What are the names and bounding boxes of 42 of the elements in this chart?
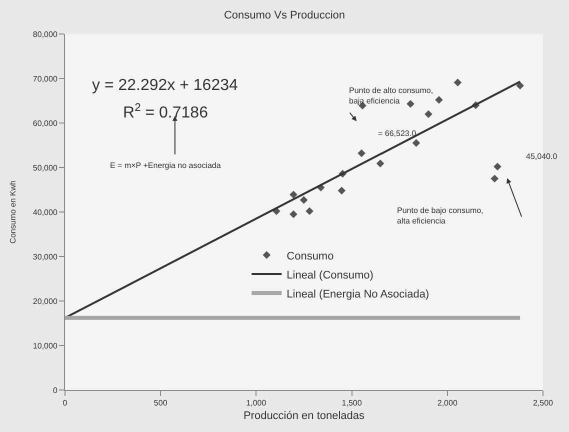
y-tick-label: 0	[52, 386, 58, 395]
y-tick-label: 60,000	[32, 118, 58, 128]
y-tick-label: 40,000	[32, 208, 58, 217]
y-tick-label: 30,000	[32, 252, 58, 262]
legend-label: Lineal (Energia No Asociada)	[286, 288, 430, 300]
annotation: y = 22.292x + 16234	[92, 77, 238, 94]
y-tick-label: 80,000	[32, 30, 58, 39]
x-axis-title: Producción en toneladas	[243, 410, 366, 422]
point	[376, 160, 384, 168]
point	[290, 190, 298, 199]
point	[435, 96, 443, 104]
point	[490, 174, 499, 183]
chart-title: Consumo Vs Produccion	[224, 10, 346, 22]
legend-label: Consumo	[286, 250, 334, 262]
y-tick-label: 20,000	[32, 296, 58, 306]
point	[412, 139, 420, 147]
point	[358, 149, 366, 158]
legend-label: Lineal (Consumo)	[286, 269, 374, 282]
point	[424, 110, 432, 118]
x-tick-label: 500	[154, 398, 168, 408]
x-tick-label: 1,500	[342, 398, 362, 408]
point	[338, 186, 346, 195]
annotation: R$^{2}$ = 0.7186	[123, 102, 208, 122]
point	[300, 196, 308, 204]
point	[290, 210, 298, 218]
x-tick-label: 2,500	[532, 398, 554, 408]
point	[454, 78, 462, 86]
point	[306, 207, 314, 216]
x-tick-label: 2,000	[437, 398, 458, 408]
annotation: Punto de bajo consumo, alta eficiencia	[397, 206, 484, 226]
point	[516, 82, 524, 90]
x-tick-label: 1,000	[246, 398, 267, 408]
annotation: E = m×P +Energia no asociada	[110, 161, 222, 170]
point	[406, 100, 414, 108]
y-tick-label: 50,000	[32, 163, 58, 172]
y-tick-label: 70,000	[32, 74, 58, 84]
annotation: = 66,523.0	[378, 129, 417, 138]
annotation: 45,040.0	[526, 152, 558, 161]
y-axis-title: Consumo en Kwh	[8, 180, 18, 244]
point	[494, 162, 502, 171]
y-tick-label: 10,000	[32, 341, 58, 350]
x-tick-label: 0	[62, 398, 68, 408]
